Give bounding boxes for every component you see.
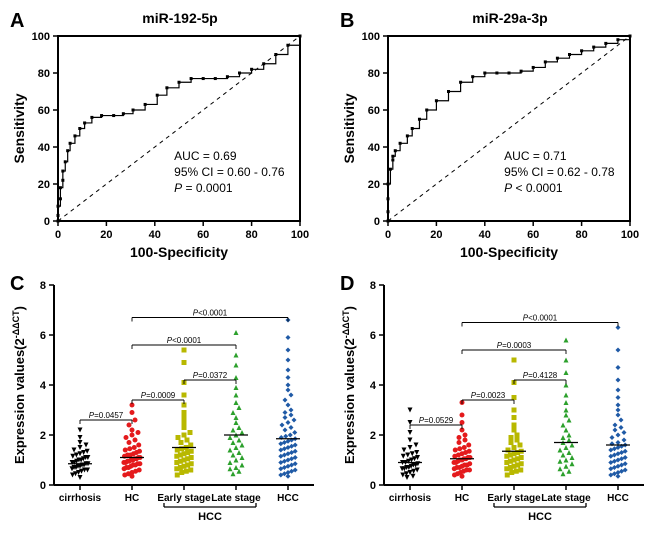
svg-text:Sensitivity: Sensitivity <box>11 93 27 163</box>
svg-text:4: 4 <box>370 380 377 392</box>
svg-text:20: 20 <box>100 229 112 241</box>
svg-text:P=0.4128: P=0.4128 <box>523 371 558 380</box>
svg-text:Early stage: Early stage <box>487 493 541 504</box>
svg-text:95% CI = 0.60 - 0.76: 95% CI = 0.60 - 0.76 <box>174 165 285 179</box>
svg-text:40: 40 <box>479 229 491 241</box>
svg-text:4: 4 <box>40 380 47 392</box>
panel-b-title: miR-29a-3p <box>370 10 650 26</box>
svg-text:P<0.0001: P<0.0001 <box>193 309 228 318</box>
svg-text:95% CI = 0.62 - 0.78: 95% CI = 0.62 - 0.78 <box>504 165 615 179</box>
svg-text:6: 6 <box>40 330 46 342</box>
svg-text:0: 0 <box>44 216 50 228</box>
svg-text:20: 20 <box>38 179 50 191</box>
svg-text:Early stage: Early stage <box>157 493 211 504</box>
svg-text:60: 60 <box>527 229 539 241</box>
svg-text:0: 0 <box>55 229 61 241</box>
svg-text:40: 40 <box>38 142 50 154</box>
svg-text:60: 60 <box>368 105 380 117</box>
svg-text:80: 80 <box>575 229 587 241</box>
roc-chart-a: 0 20 40 60 80 100 0 20 40 60 80 100 100-Specificity S… <box>10 28 310 263</box>
panel-a-label: A <box>10 10 24 33</box>
svg-text:P<0.0001: P<0.0001 <box>523 314 558 323</box>
panel-c: C 0 2 4 6 8 Expression values(2-ΔΔCT) cirrhosi… <box>10 273 320 533</box>
svg-text:HCC: HCC <box>277 493 299 504</box>
panel-d: D 0 2 4 6 8 Expression values(2-ΔΔCT) cirrhosi… <box>340 273 650 533</box>
panel-d-label: D <box>340 273 354 296</box>
svg-text:40: 40 <box>149 229 161 241</box>
svg-text:Late stage: Late stage <box>211 493 261 504</box>
svg-text:40: 40 <box>368 142 380 154</box>
svg-text:P=0.0009: P=0.0009 <box>141 391 176 400</box>
svg-text:60: 60 <box>38 105 50 117</box>
svg-text:100: 100 <box>32 31 50 43</box>
panel-c-label: C <box>10 273 24 296</box>
svg-text:HC: HC <box>125 493 139 504</box>
svg-text:cirrhosis: cirrhosis <box>59 493 102 504</box>
svg-text:6: 6 <box>370 330 376 342</box>
svg-text:HCC: HCC <box>198 511 222 523</box>
svg-text:8: 8 <box>370 280 376 292</box>
svg-text:P < 0.0001: P < 0.0001 <box>504 181 563 195</box>
svg-text:P=0.0003: P=0.0003 <box>497 341 532 350</box>
svg-text:100: 100 <box>291 229 309 241</box>
svg-text:2: 2 <box>370 430 376 442</box>
svg-text:P = 0.0001: P = 0.0001 <box>174 181 233 195</box>
svg-text:P<0.0001: P<0.0001 <box>167 336 202 345</box>
svg-text:Sensitivity: Sensitivity <box>341 93 357 163</box>
svg-text:cirrhosis: cirrhosis <box>389 493 432 504</box>
svg-text:20: 20 <box>368 179 380 191</box>
roc-chart-b: 0 20 40 60 80 100 0 20 40 60 80 100 100-Specificity S… <box>340 28 640 263</box>
svg-text:HCC: HCC <box>528 511 552 523</box>
svg-text:100: 100 <box>362 31 380 43</box>
svg-text:8: 8 <box>40 280 46 292</box>
scatter-chart-d: 0 2 4 6 8 Expression values(2-ΔΔCT) cirrhosis H… <box>340 273 650 533</box>
svg-text:0: 0 <box>385 229 391 241</box>
scatter-chart-c: 0 2 4 6 8 Expression values(2-ΔΔCT) cirrhosis H… <box>10 273 320 533</box>
svg-text:0: 0 <box>370 480 376 492</box>
svg-text:20: 20 <box>430 229 442 241</box>
svg-text:80: 80 <box>245 229 257 241</box>
svg-text:80: 80 <box>38 68 50 80</box>
svg-text:100-Specificity: 100-Specificity <box>460 244 558 260</box>
svg-text:0: 0 <box>40 480 46 492</box>
panel-b-label: B <box>340 10 354 33</box>
svg-text:HCC: HCC <box>607 493 629 504</box>
svg-text:Expression values(2-ΔΔCT): Expression values(2-ΔΔCT) <box>341 306 357 464</box>
panel-a: A miR-192-5p 0 20 40 60 80 100 0 20 40 60 80 100 100… <box>10 10 320 263</box>
panel-b: B miR-29a-3p 0 20 40 60 80 100 0 20 40 60 80 100 100… <box>340 10 650 263</box>
svg-text:80: 80 <box>368 68 380 80</box>
svg-text:P=0.0457: P=0.0457 <box>89 411 124 420</box>
svg-text:P=0.0372: P=0.0372 <box>193 371 228 380</box>
svg-text:HC: HC <box>455 493 469 504</box>
svg-text:Late stage: Late stage <box>541 493 591 504</box>
svg-text:60: 60 <box>197 229 209 241</box>
svg-text:AUC = 0.69: AUC = 0.69 <box>174 149 237 163</box>
figure-grid: A miR-192-5p 020406080100020406080100100… <box>10 10 640 533</box>
svg-text:2: 2 <box>40 430 46 442</box>
svg-text:100: 100 <box>621 229 639 241</box>
svg-text:P=0.0023: P=0.0023 <box>471 391 506 400</box>
svg-text:Expression values(2-ΔΔCT): Expression values(2-ΔΔCT) <box>11 306 27 464</box>
panel-a-title: miR-192-5p <box>40 10 320 26</box>
svg-text:100-Specificity: 100-Specificity <box>130 244 228 260</box>
svg-text:AUC = 0.71: AUC = 0.71 <box>504 149 567 163</box>
svg-text:P=0.0529: P=0.0529 <box>419 416 454 425</box>
svg-text:0: 0 <box>374 216 380 228</box>
